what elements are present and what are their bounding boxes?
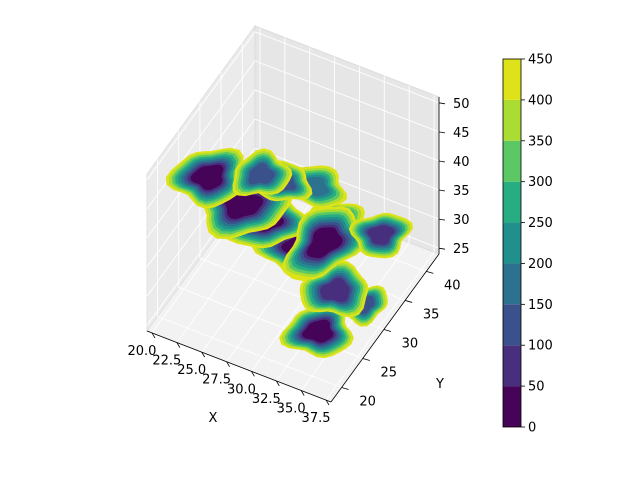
- contour-band: [248, 163, 275, 185]
- colorbar-band: [503, 99, 521, 141]
- colorbar-band: [503, 59, 521, 100]
- x-tick-label: 27.5: [202, 373, 231, 388]
- colorbar-tick-label: 350: [528, 134, 553, 149]
- z-tick-label: 30: [453, 213, 470, 228]
- x-tick: [226, 361, 230, 367]
- colorbar-band: [503, 140, 521, 182]
- x-tick: [251, 371, 255, 377]
- x-axis-label: X: [209, 411, 218, 426]
- z-tick: [438, 160, 446, 163]
- y-axis-label: Y: [435, 377, 444, 392]
- colorbar-tick-label: 450: [528, 53, 553, 68]
- z-tick: [438, 247, 446, 250]
- colorbar-tick-label: 300: [528, 175, 553, 190]
- y-tick: [341, 387, 349, 390]
- colorbar-tick-label: 250: [528, 216, 553, 231]
- z-tick-label: 35: [453, 184, 470, 199]
- y-tick-label: 40: [444, 278, 461, 293]
- x-tick: [151, 332, 156, 339]
- colorbar-band: [503, 263, 521, 305]
- x-tick-label: 22.5: [152, 354, 181, 369]
- colorbar-band: [503, 345, 521, 387]
- colorbar-tick-label: 0: [528, 421, 536, 436]
- x-tick: [275, 380, 280, 387]
- y-tick: [426, 271, 434, 274]
- colorbar-band: [503, 386, 521, 427]
- colorbar-band: [503, 304, 521, 346]
- z-tick-label: 45: [453, 126, 470, 141]
- x-tick-label: 30.0: [227, 382, 256, 397]
- colorbar-tick-label: 200: [528, 257, 553, 272]
- y-axis-line: [330, 253, 440, 403]
- colorbar-tick-label: 150: [528, 298, 553, 313]
- y-tick-label: 20: [359, 394, 376, 409]
- x-tick: [300, 390, 305, 396]
- colorbar-tick-label: 400: [528, 93, 553, 108]
- y-tick: [362, 358, 370, 361]
- contour-band: [306, 227, 343, 259]
- grid-line-z-left: [146, 31, 256, 181]
- grid-line-z-left: [146, 60, 256, 210]
- colorbar: 0 50 100 150 200 250 300 350 400 450: [502, 53, 553, 436]
- z-tick-label: 50: [453, 97, 470, 112]
- colorbar-tick-label: 50: [528, 380, 545, 395]
- x-tick-label: 37.5: [302, 411, 331, 426]
- z-tick-label: 25: [453, 242, 470, 257]
- x-tick-label: 25.0: [177, 363, 206, 378]
- contour-band: [302, 319, 334, 343]
- contour-band: [367, 225, 395, 245]
- colorbar-band: [503, 181, 521, 223]
- x-axis-line: [146, 330, 332, 403]
- colorbar-frame: [502, 58, 522, 428]
- colorbar-tick-label: 100: [528, 339, 553, 354]
- x-tick: [176, 342, 181, 348]
- y-tick-label: 30: [402, 336, 419, 351]
- x-tick-label: 35.0: [277, 401, 306, 416]
- z-tick: [438, 189, 446, 192]
- axes-3d: 20.022.525.027.530.032.535.037.5 20 25 30 35…: [127, 97, 469, 426]
- z-tick: [438, 102, 446, 105]
- colorbar-band: [503, 222, 521, 264]
- z-tick: [438, 131, 446, 134]
- grid-line-y-floor: [157, 316, 342, 388]
- y-tick: [405, 300, 413, 303]
- y-tick-label: 25: [380, 365, 397, 380]
- y-tick-label: 35: [423, 307, 440, 322]
- z-tick: [438, 218, 446, 221]
- x-tick: [325, 399, 330, 406]
- grid-line-z-back: [254, 31, 440, 104]
- z-tick-label: 40: [453, 155, 470, 170]
- contour-slice: [279, 285, 388, 359]
- x-tick: [201, 351, 206, 358]
- contour-band: [320, 277, 350, 303]
- contour-slice: [165, 147, 293, 209]
- grid-line-x-floor: [325, 251, 435, 401]
- grid-line-z-back: [254, 89, 440, 162]
- x-tick-label: 20.0: [127, 344, 156, 359]
- contour-slices: [165, 147, 413, 359]
- y-tick: [383, 329, 392, 332]
- x-tick-label: 32.5: [252, 392, 281, 407]
- grid-line-z-back: [254, 118, 440, 191]
- grid-line-z-back: [254, 147, 440, 220]
- contour-band: [190, 164, 224, 191]
- grid-line-z-back: [254, 60, 440, 133]
